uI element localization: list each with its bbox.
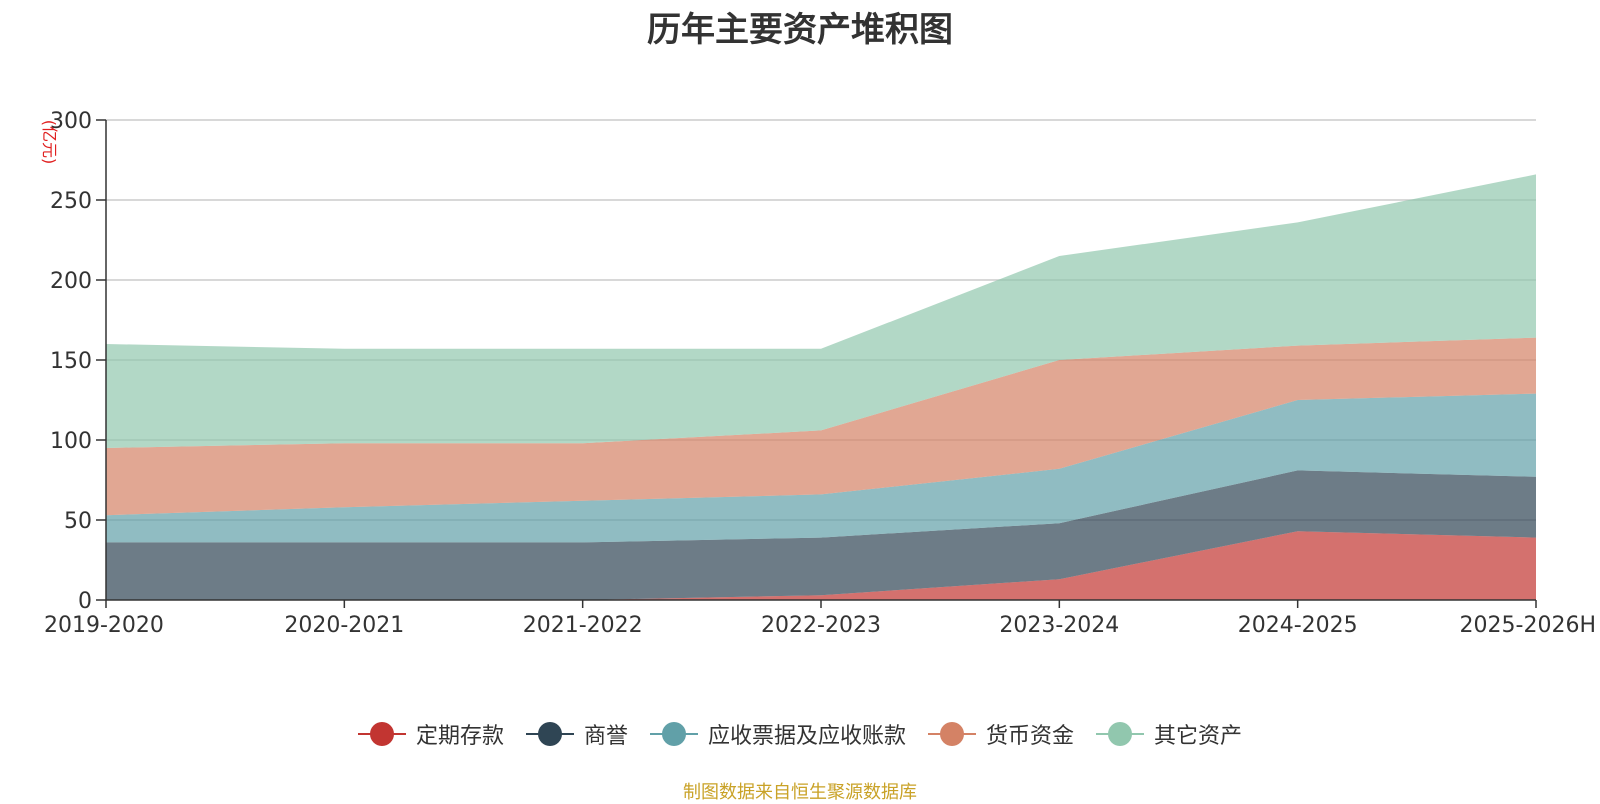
legend: 定期存款 商誉 应收票据及应收账款 货币资金 其它资产 <box>0 718 1600 750</box>
y-axis-unit-label: (亿元) <box>40 120 59 165</box>
area-货币资金 <box>106 337 1536 516</box>
legend-swatch <box>928 722 976 746</box>
legend-label: 其它资产 <box>1154 724 1243 749</box>
x-tick-label: 2023-2024 <box>999 613 1119 638</box>
y-tick-label: 300 <box>50 109 92 134</box>
area-series <box>106 174 1536 600</box>
y-tick-label: 100 <box>50 429 92 454</box>
x-tick-label: 2019-2020 <box>44 613 164 638</box>
legend-label: 应收票据及应收账款 <box>707 724 906 749</box>
area-定期存款 <box>106 531 1536 600</box>
legend-item[interactable]: 其它资产 <box>1096 718 1242 750</box>
area-应收票据及应收账款 <box>106 393 1536 543</box>
x-tick-label: 2025-2026H <box>1460 613 1596 638</box>
legend-item[interactable]: 定期存款 <box>357 718 504 750</box>
area-其它资产 <box>106 174 1536 448</box>
y-tick-label: 0 <box>78 589 92 614</box>
legend-swatch <box>357 722 406 746</box>
x-tick-label: 2024-2025 <box>1238 613 1358 638</box>
legend-label: 商誉 <box>583 724 628 749</box>
chart-title: 历年主要资产堆积图 <box>647 10 953 50</box>
source-note: 制图数据来自恒生聚源数据库 <box>683 782 917 803</box>
x-tick-label: 2020-2021 <box>284 613 404 638</box>
legend-swatch <box>1096 722 1145 746</box>
legend-item[interactable]: 应收票据及应收账款 <box>649 718 906 750</box>
legend-swatch <box>525 722 574 746</box>
legend-item[interactable]: 货币资金 <box>928 718 1074 750</box>
legend-swatch <box>649 722 698 746</box>
legend-label: 定期存款 <box>415 724 504 749</box>
area-商誉 <box>106 470 1536 600</box>
y-tick-label: 50 <box>64 509 92 534</box>
axes: 0 50 100 150 200 250 300 2019-2020 2020-2021 2021… <box>44 109 1596 638</box>
x-tick-label: 2021-2022 <box>523 613 643 638</box>
legend-item[interactable]: 商誉 <box>525 718 628 750</box>
y-tick-label: 250 <box>50 189 92 214</box>
y-tick-label: 200 <box>50 269 92 294</box>
x-tick-label: 2022-2023 <box>761 613 881 638</box>
legend-label: 货币资金 <box>986 724 1075 749</box>
y-tick-label: 150 <box>50 349 92 374</box>
